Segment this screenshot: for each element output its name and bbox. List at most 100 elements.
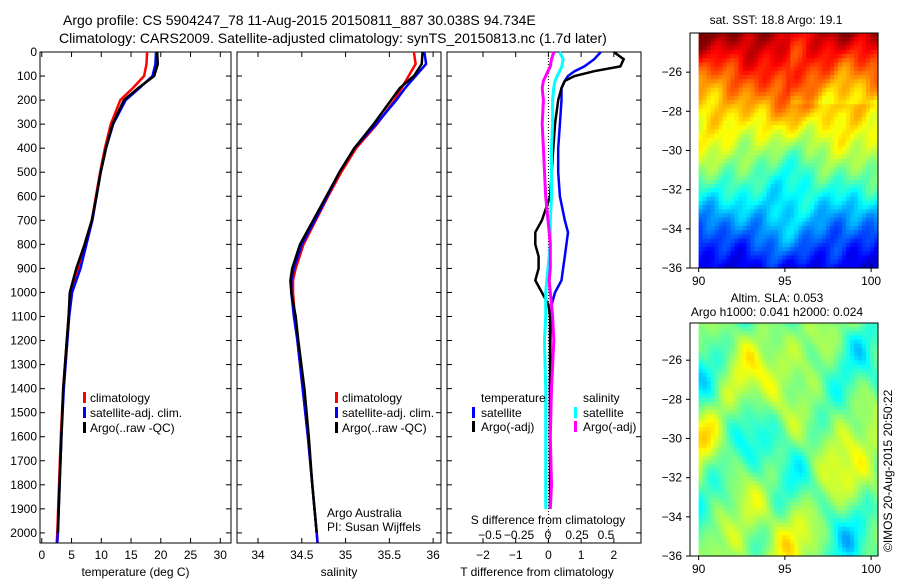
map-cell — [862, 485, 867, 491]
map-cell — [710, 205, 716, 210]
map-cell — [782, 389, 787, 395]
map-cell — [846, 427, 851, 432]
map-cell — [750, 209, 755, 215]
map-cell — [846, 200, 851, 206]
map-cell — [866, 447, 871, 453]
map-cell — [742, 472, 748, 478]
map-cell — [862, 263, 867, 269]
map-cell — [798, 58, 803, 63]
map-cell — [870, 54, 875, 59]
map-cell — [714, 200, 720, 206]
map-cell — [758, 37, 763, 42]
map-cell — [730, 100, 736, 105]
map-cell — [842, 364, 847, 370]
map-cell — [766, 439, 771, 445]
map-cell — [834, 510, 839, 515]
map-cell — [870, 339, 875, 345]
map-cell — [842, 501, 847, 507]
map-cell — [714, 108, 720, 114]
map-cell — [862, 464, 867, 470]
map-cell — [706, 226, 712, 231]
map-cell — [862, 385, 867, 391]
map-cell — [830, 242, 835, 248]
map-cell — [754, 468, 759, 474]
map-cell — [698, 460, 704, 466]
map-cell — [706, 510, 712, 515]
map-cell — [866, 125, 871, 131]
map-cell — [782, 489, 787, 495]
map-cell — [706, 104, 712, 110]
map-cell — [830, 385, 835, 391]
map-cell — [834, 188, 839, 194]
map-cell — [850, 518, 855, 524]
map-cell — [766, 360, 771, 366]
map-cell — [798, 188, 803, 194]
map-cell — [778, 192, 783, 198]
map-cell — [834, 200, 839, 206]
profile-panel-1: 0 5 10 15 20 25 300100200300400500600700800900… — [10, 45, 232, 579]
map-cell — [826, 221, 831, 227]
map-cell — [750, 45, 755, 51]
map-cell — [698, 472, 704, 478]
map-cell — [874, 263, 879, 269]
map-cell — [754, 142, 759, 147]
map-cell — [730, 352, 736, 357]
map-cell — [834, 331, 839, 337]
map-cell — [722, 339, 728, 345]
map-cell — [710, 364, 716, 370]
map-cell — [746, 104, 752, 110]
map-cell — [854, 481, 859, 486]
map-cell — [858, 167, 863, 173]
map-cell — [726, 372, 732, 378]
map-cell — [850, 506, 855, 511]
map-cell — [778, 381, 783, 387]
map-cell — [762, 158, 767, 164]
map-cell — [738, 205, 744, 210]
map-cell — [842, 37, 847, 42]
map-cell — [834, 179, 839, 185]
map-cell — [710, 158, 716, 164]
map-cell — [710, 397, 716, 403]
map-cell — [746, 91, 752, 97]
map-cell — [710, 481, 716, 486]
map-cell — [858, 443, 863, 449]
map-cell — [750, 70, 755, 76]
map-cell — [794, 91, 799, 97]
map-cell — [842, 45, 847, 51]
map-cell — [730, 360, 736, 366]
map-cell — [770, 70, 775, 76]
map-cell — [750, 75, 755, 80]
map-cell — [746, 230, 752, 235]
map-cell — [850, 238, 855, 244]
map-cell — [874, 439, 879, 445]
map-cell — [730, 184, 736, 189]
map-cell — [730, 422, 736, 428]
map-cell — [818, 364, 823, 370]
map-cell — [754, 238, 759, 244]
map-cell — [858, 91, 863, 97]
map-cell — [794, 497, 799, 503]
map-cell — [722, 146, 728, 152]
map-cell — [862, 506, 867, 511]
map-cell — [806, 200, 811, 206]
map-cell — [782, 230, 787, 235]
map-cell — [866, 150, 871, 156]
map-cell — [770, 259, 775, 265]
map-cell — [766, 506, 771, 511]
map-cell — [814, 230, 819, 235]
map-cell — [834, 323, 839, 328]
map-cell — [750, 476, 755, 482]
map-cell — [742, 427, 748, 432]
map-cell — [702, 158, 708, 164]
map-cell — [814, 58, 819, 63]
map-cell — [838, 422, 843, 428]
map-cell — [762, 116, 767, 122]
map-cell — [858, 112, 863, 118]
map-cell — [830, 37, 835, 42]
map-cell — [806, 323, 811, 328]
map-cell — [774, 414, 779, 420]
map-cell — [802, 175, 807, 181]
map-cell — [858, 464, 863, 470]
map-cell — [834, 221, 839, 227]
map-cell — [830, 360, 835, 366]
